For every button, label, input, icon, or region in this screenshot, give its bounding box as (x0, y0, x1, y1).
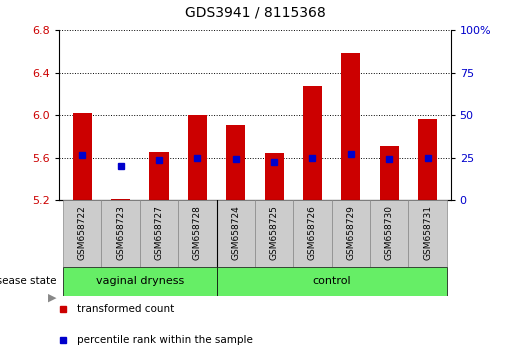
Text: GSM658728: GSM658728 (193, 205, 202, 260)
Text: GSM658724: GSM658724 (231, 205, 240, 260)
Bar (294, 200, 332, 267)
Text: GSM658729: GSM658729 (347, 205, 355, 260)
Text: GSM658722: GSM658722 (78, 205, 87, 260)
Text: GSM658727: GSM658727 (154, 205, 163, 260)
Text: GSM658726: GSM658726 (308, 205, 317, 260)
Bar (216, 267, 447, 296)
Bar (380, 146, 399, 200)
Bar (188, 115, 207, 200)
Bar (265, 153, 284, 200)
Bar (370, 200, 408, 267)
Bar (178, 200, 216, 267)
Bar (303, 86, 322, 200)
Bar (255, 200, 294, 267)
Bar (101, 200, 140, 267)
Text: ▶: ▶ (48, 292, 57, 302)
Bar (341, 53, 360, 200)
Text: GSM658731: GSM658731 (423, 205, 432, 261)
Text: disease state: disease state (0, 276, 57, 286)
Bar (63, 267, 216, 296)
Bar (149, 152, 168, 200)
Bar (73, 113, 92, 200)
Bar (63, 200, 101, 267)
Text: transformed count: transformed count (77, 304, 174, 314)
Bar (226, 125, 245, 200)
Bar (216, 200, 255, 267)
Bar (408, 200, 447, 267)
Bar (332, 200, 370, 267)
Text: vaginal dryness: vaginal dryness (96, 276, 184, 286)
Bar (111, 199, 130, 200)
Bar (140, 200, 178, 267)
Text: GSM658725: GSM658725 (270, 205, 279, 260)
Text: GDS3941 / 8115368: GDS3941 / 8115368 (184, 5, 325, 19)
Text: control: control (313, 276, 351, 286)
Text: GSM658723: GSM658723 (116, 205, 125, 260)
Text: percentile rank within the sample: percentile rank within the sample (77, 335, 253, 346)
Text: GSM658730: GSM658730 (385, 205, 394, 261)
Bar (418, 119, 437, 200)
